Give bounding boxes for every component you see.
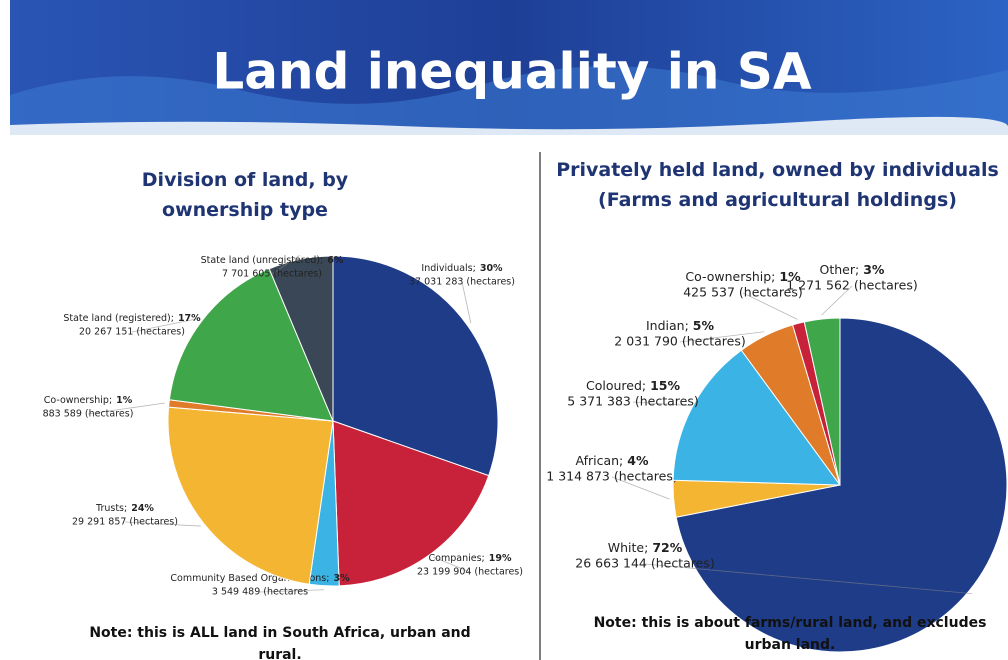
percent-label: 4%: [627, 453, 649, 468]
value-label: 23 199 904 (hectares): [417, 567, 523, 578]
slice-label: State land (unregistered);6%: [201, 255, 344, 266]
category-name: State land (unregistered);: [201, 255, 324, 266]
category-name: African;: [575, 453, 623, 468]
value-label: 1 314 873 (hectares): [546, 469, 677, 484]
slice-label: Coloured; 15%: [586, 378, 681, 393]
percent-label: 6%: [327, 255, 344, 266]
category-name: Trusts;: [95, 503, 127, 514]
percent-label: 19%: [489, 553, 512, 564]
chart-note: Note: this is ALL land in South Africa, …: [70, 622, 490, 660]
value-label: 883 589 (hectares): [43, 409, 134, 420]
percent-label: 17%: [178, 313, 201, 324]
slice-label: Indian; 5%: [646, 318, 715, 333]
percent-label: 1%: [116, 395, 133, 406]
category-name: Co-ownership;: [685, 269, 775, 284]
category-name: State land (registered);: [63, 313, 174, 324]
slice-label: Co-ownership;1%: [685, 269, 801, 284]
category-name: Other;: [820, 262, 860, 277]
category-name: White;: [608, 540, 649, 555]
value-label: 3 549 489 (hectares: [212, 587, 308, 598]
slice-label: State land (registered); 17%: [63, 313, 201, 324]
leader-line: [462, 282, 471, 323]
category-name: Co-ownership;: [44, 395, 112, 406]
chart-title: Division of land, by ownership type: [110, 165, 380, 225]
percent-label: 24%: [131, 503, 154, 514]
value-label: 2 031 790 (hectares): [614, 334, 745, 349]
percent-label: 3%: [333, 573, 350, 584]
percent-label: 30%: [480, 263, 503, 274]
percent-label: 5%: [693, 318, 715, 333]
category-name: Coloured;: [586, 378, 646, 393]
slice-label: Community Based Organizations;3%: [170, 573, 350, 584]
slice-label: Co-ownership; 1%: [44, 395, 133, 406]
value-label: 26 663 144 (hectares): [575, 556, 714, 571]
slice-label: African; 4%: [575, 453, 648, 468]
chart-note: Note: this is about farms/rural land, an…: [590, 612, 990, 656]
pie-slice: [168, 407, 333, 584]
category-name: Companies;: [429, 553, 485, 564]
value-label: 29 291 857 (hectares): [72, 517, 178, 528]
category-name: Individuals;: [421, 263, 475, 274]
value-label: 7 701 605 (hectares): [222, 269, 322, 280]
percent-label: 15%: [650, 378, 680, 393]
slice-label: Other;3%: [820, 262, 885, 277]
chart-title: Privately held land, owned by individual…: [555, 155, 1000, 215]
infographic: Land inequality in SA Individuals; 30% 37 …: [0, 0, 1008, 660]
value-label: 425 537 (hectares): [683, 285, 803, 300]
percent-label: 3%: [863, 262, 885, 277]
value-label: 5 371 383 (hectares): [567, 394, 698, 409]
slice-label: White;72%: [608, 540, 683, 555]
slice-label: Trusts; 24%: [95, 503, 154, 514]
category-name: Indian;: [646, 318, 689, 333]
percent-label: 72%: [652, 540, 682, 555]
value-label: 37 031 283 (hectares): [409, 277, 515, 288]
slice-label: Companies; 19%: [429, 553, 512, 564]
page-title: Land inequality in SA: [212, 43, 811, 101]
slice-label: Individuals; 30%: [421, 263, 503, 274]
value-label: 1 271 562 (hectares): [786, 278, 917, 293]
value-label: 20 267 151 (hectares): [79, 327, 185, 338]
chart: Land inequality in SA Individuals; 30% 37 …: [0, 0, 1008, 660]
